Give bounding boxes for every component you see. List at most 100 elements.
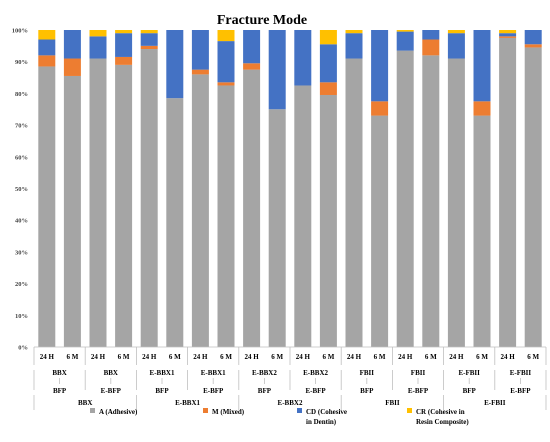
- bar-segment-3: [371, 30, 389, 102]
- legend-label-line2: Resin Composite): [416, 418, 469, 426]
- x-tick-label: 6 M: [220, 353, 232, 361]
- bar-segment-3: [63, 30, 81, 59]
- bar-segment-4: [89, 30, 107, 37]
- bar-segment-1: [166, 98, 184, 347]
- bar-segment-2: [191, 69, 209, 75]
- x-tick-label: 24 H: [500, 353, 515, 361]
- bar-segment-2: [243, 63, 261, 70]
- x-tick-label: 6 M: [527, 353, 539, 361]
- x-group-label: E-BBX2: [252, 369, 277, 377]
- y-tick-label: 90%: [15, 59, 28, 66]
- bar-segment-4: [499, 30, 517, 34]
- bar-segment-3: [268, 30, 286, 110]
- bar-segment-2: [115, 56, 133, 65]
- x-group-label: BBX: [52, 369, 66, 377]
- bar-segment-4: [38, 30, 56, 40]
- legend-swatch: [90, 408, 95, 413]
- bar-segment-4: [319, 30, 337, 45]
- legend-swatch: [407, 408, 412, 413]
- legend-swatch: [203, 408, 208, 413]
- x-group-label: FBII: [360, 369, 375, 377]
- x-tick-label: 24 H: [296, 353, 311, 361]
- bar-segment-1: [524, 47, 542, 348]
- x-group-label: FBII: [411, 369, 426, 377]
- x-group-label: E-FBII: [510, 369, 532, 377]
- y-tick-label: 80%: [15, 91, 28, 98]
- bar-segment-1: [217, 85, 235, 347]
- bar-segment-3: [38, 39, 56, 56]
- x-subgroup-label: E-BFP: [203, 387, 224, 395]
- bar-segment-3: [319, 44, 337, 83]
- x-tick-label: 24 H: [449, 353, 464, 361]
- bars: [38, 30, 542, 348]
- bar-segment-2: [217, 82, 235, 86]
- bar-segment-1: [294, 85, 312, 347]
- bar-segment-1: [396, 50, 414, 347]
- bar-segment-2: [63, 58, 81, 76]
- x-subgroup-label: BFP: [360, 387, 374, 395]
- bar-segment-1: [140, 49, 158, 348]
- y-tick-label: 70%: [15, 123, 28, 130]
- bar-segment-1: [115, 64, 133, 348]
- bar-segment-3: [243, 30, 261, 64]
- x-tick-label: 6 M: [169, 353, 181, 361]
- bar-segment-3: [473, 30, 491, 102]
- x-major-label: BBX: [78, 399, 92, 407]
- legend-label: CR (Cohesive in: [416, 408, 465, 416]
- bar-segment-4: [217, 30, 235, 42]
- x-tick-label: 6 M: [425, 353, 437, 361]
- bar-segment-2: [524, 44, 542, 48]
- bar-segment-3: [166, 30, 184, 99]
- bar-segment-1: [422, 55, 440, 348]
- y-axis: 0% 10% 20% 30% 40% 50% 60% 70% 80% 90% 100%: [12, 28, 28, 352]
- bar-segment-4: [396, 30, 414, 32]
- x-axis: 24 H 6 M 24 H 6 M 24 H 6 M 24 H 6 M 24 H 6 M 24 H 6…: [33, 346, 547, 410]
- x-tick-label: 24 H: [193, 353, 208, 361]
- bar-segment-1: [499, 37, 517, 348]
- x-group-label: E-BBX1: [150, 369, 175, 377]
- x-group-label: E-BBX1: [201, 369, 226, 377]
- bar-segment-1: [447, 58, 465, 347]
- x-group-label: E-FBII: [458, 369, 480, 377]
- x-subgroup-label: E-BFP: [305, 387, 326, 395]
- y-tick-label: 0%: [18, 345, 28, 352]
- x-tick-label: 6 M: [271, 353, 283, 361]
- bar-segment-1: [38, 66, 56, 347]
- legend-label: A (Adhesive): [99, 408, 138, 416]
- y-tick-label: 50%: [15, 186, 28, 193]
- bar-segment-1: [345, 58, 363, 347]
- bar-segment-2: [140, 45, 158, 50]
- x-subgroup-label: BFP: [53, 387, 67, 395]
- x-subgroup-label: E-BFP: [101, 387, 122, 395]
- x-subgroup-label: BFP: [463, 387, 477, 395]
- x-tick-label: 6 M: [118, 353, 130, 361]
- bar-segment-1: [243, 69, 261, 347]
- x-tick-label: 6 M: [476, 353, 488, 361]
- bar-segment-3: [447, 33, 465, 59]
- bar-segment-2: [422, 39, 440, 56]
- x-tick-label: 6 M: [66, 353, 78, 361]
- x-subgroup-label: BFP: [258, 387, 272, 395]
- x-tick-label: 24 H: [91, 353, 106, 361]
- bar-segment-1: [371, 115, 389, 347]
- x-tick-label: 24 H: [142, 353, 157, 361]
- legend-label-line2: in Dentin): [306, 418, 337, 426]
- bar-segment-3: [191, 30, 209, 70]
- y-tick-label: 40%: [15, 218, 28, 225]
- x-tick-label: 24 H: [398, 353, 413, 361]
- legend: A (Adhesive) M (Mixed) CD (Cohesive in Dent…: [90, 408, 469, 426]
- x-tick-label: 24 H: [347, 353, 362, 361]
- bar-segment-3: [89, 36, 107, 59]
- bar-segment-3: [345, 33, 363, 59]
- bar-segment-2: [319, 82, 337, 95]
- bar-segment-3: [499, 33, 517, 37]
- bar-segment-4: [447, 30, 465, 34]
- chart-title: Fracture Mode: [217, 13, 307, 28]
- bar-segment-4: [140, 30, 158, 34]
- x-group-label: E-BBX2: [303, 369, 328, 377]
- bar-segment-1: [63, 75, 81, 347]
- y-tick-label: 10%: [15, 313, 28, 320]
- bar-segment-4: [345, 30, 363, 34]
- bar-segment-3: [217, 41, 235, 83]
